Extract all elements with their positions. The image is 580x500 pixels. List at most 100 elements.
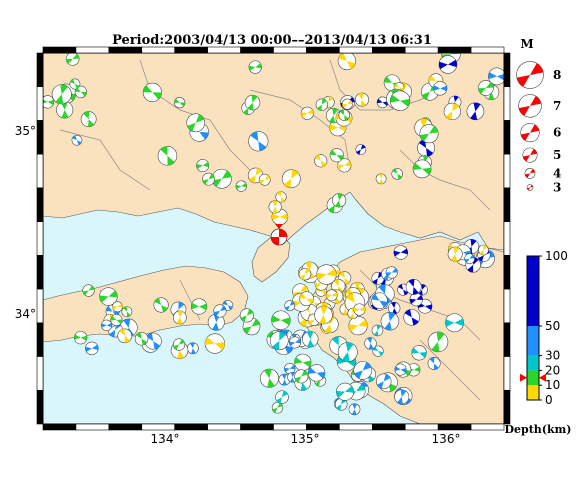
event-symbol (315, 98, 329, 111)
event-symbol (196, 159, 210, 173)
event-symbol-quadrants (301, 109, 314, 118)
event-symbol-quadrants (394, 83, 405, 92)
event-symbol (74, 85, 88, 99)
event-symbol (353, 361, 373, 380)
event-symbol (71, 134, 83, 146)
event-symbol (307, 364, 326, 382)
event-symbol-quadrants (329, 108, 339, 123)
event-symbol-quadrants (101, 322, 112, 328)
event-symbol-quadrants (378, 284, 392, 304)
event-symbol (275, 390, 289, 404)
frame-seg-bottom (470, 423, 505, 431)
event-symbol-quadrants (99, 290, 118, 303)
event-symbol (204, 333, 226, 354)
event-symbol (427, 331, 449, 353)
event-symbol (387, 301, 401, 315)
event-symbol-quadrants (85, 344, 99, 352)
event-symbol-quadrants (284, 300, 295, 311)
event-symbol-outline (302, 331, 319, 348)
magnitude-legend-symbol-8-quadrants (516, 63, 544, 87)
event-symbol-quadrants (123, 306, 131, 317)
highlight-event-symbol[interactable] (270, 224, 288, 246)
event-symbol (275, 191, 287, 203)
event-symbol-outline (244, 94, 261, 111)
event-symbol-quadrants (391, 302, 398, 314)
event-symbol-outline (299, 291, 314, 307)
event-symbol-quadrants (250, 131, 267, 151)
event-symbol-quadrants (342, 342, 354, 362)
event-symbol (121, 306, 133, 318)
map-title: Period:2003/04/13 00:00––2013/04/13 06:3… (112, 33, 432, 48)
event-symbol-quadrants (371, 293, 388, 308)
event-symbol-quadrants (353, 306, 366, 313)
magnitude-legend-symbol-5-outline (522, 147, 538, 163)
event-symbol (213, 304, 227, 318)
event-symbol-outline (329, 148, 344, 163)
event-symbol-outline (207, 313, 225, 331)
frame-seg-right (503, 255, 511, 290)
frame-seg-right (503, 356, 511, 391)
depth-tick-label-0: 0 (545, 393, 553, 407)
event-symbol-outline (331, 193, 347, 208)
event-symbol-quadrants (249, 168, 263, 183)
event-symbol-quadrants (74, 334, 88, 341)
depth-band (527, 370, 539, 386)
event-symbol-quadrants (390, 94, 411, 107)
event-symbol (411, 345, 427, 361)
event-symbol (207, 313, 225, 331)
event-symbol (269, 331, 289, 351)
event-symbol-quadrants (75, 87, 87, 97)
magnitude-legend-label-8: 8 (553, 68, 561, 82)
event-symbol-quadrants (222, 300, 233, 310)
event-symbol (43, 95, 55, 109)
event-symbol-outline (110, 314, 123, 327)
frame-seg-top (273, 46, 307, 54)
frame-seg-top (42, 46, 77, 54)
event-symbol-quadrants (470, 102, 481, 120)
event-symbol-quadrants (372, 346, 384, 356)
event-symbol-outline (380, 311, 400, 331)
event-symbol-outline (325, 289, 338, 302)
magnitude-legend-symbol-4 (524, 167, 536, 179)
event-symbol-outline (409, 292, 423, 307)
magnitude-legend-symbol-4-quadrants (525, 168, 535, 178)
event-symbol-quadrants (378, 173, 384, 184)
event-symbol-outline (447, 246, 463, 262)
event-symbol-quadrants (308, 367, 325, 379)
event-symbol-quadrants (377, 98, 389, 106)
event-symbol-quadrants (284, 365, 296, 373)
frame-seg-left (36, 322, 44, 357)
event-symbol (403, 308, 421, 326)
event-symbol (375, 173, 387, 185)
event-symbol (355, 144, 367, 156)
event-symbol-quadrants (336, 385, 354, 398)
frame-seg-right (503, 288, 511, 324)
frame-seg-top (174, 46, 208, 54)
event-symbol (478, 80, 494, 96)
depth-band (527, 385, 539, 400)
event-symbol (405, 278, 422, 295)
event-symbol-quadrants (174, 98, 185, 107)
frame-seg-left (36, 120, 44, 155)
event-symbol-quadrants (196, 162, 209, 169)
event-symbol-quadrants (319, 306, 328, 324)
event-symbol (371, 292, 388, 309)
event-symbol-quadrants (367, 337, 374, 350)
event-symbol-quadrants (411, 347, 427, 358)
event-symbol-quadrants (324, 315, 335, 333)
event-symbol (82, 284, 95, 297)
event-symbol (284, 300, 296, 312)
frame-seg-bottom (437, 423, 472, 431)
map-panel[interactable] (36, 41, 511, 431)
event-symbol-quadrants (272, 331, 287, 350)
depth-band (527, 256, 539, 326)
frame-seg-left (36, 52, 44, 88)
event-symbol (268, 200, 282, 214)
event-symbol-quadrants (339, 271, 350, 285)
event-symbol-quadrants (202, 173, 215, 185)
depth-tick-label-20: 20 (545, 363, 560, 377)
event-symbol (51, 84, 72, 105)
event-symbol-quadrants (317, 98, 327, 111)
magnitude-legend-symbol-5 (522, 147, 538, 163)
event-symbol-outline (85, 341, 99, 356)
